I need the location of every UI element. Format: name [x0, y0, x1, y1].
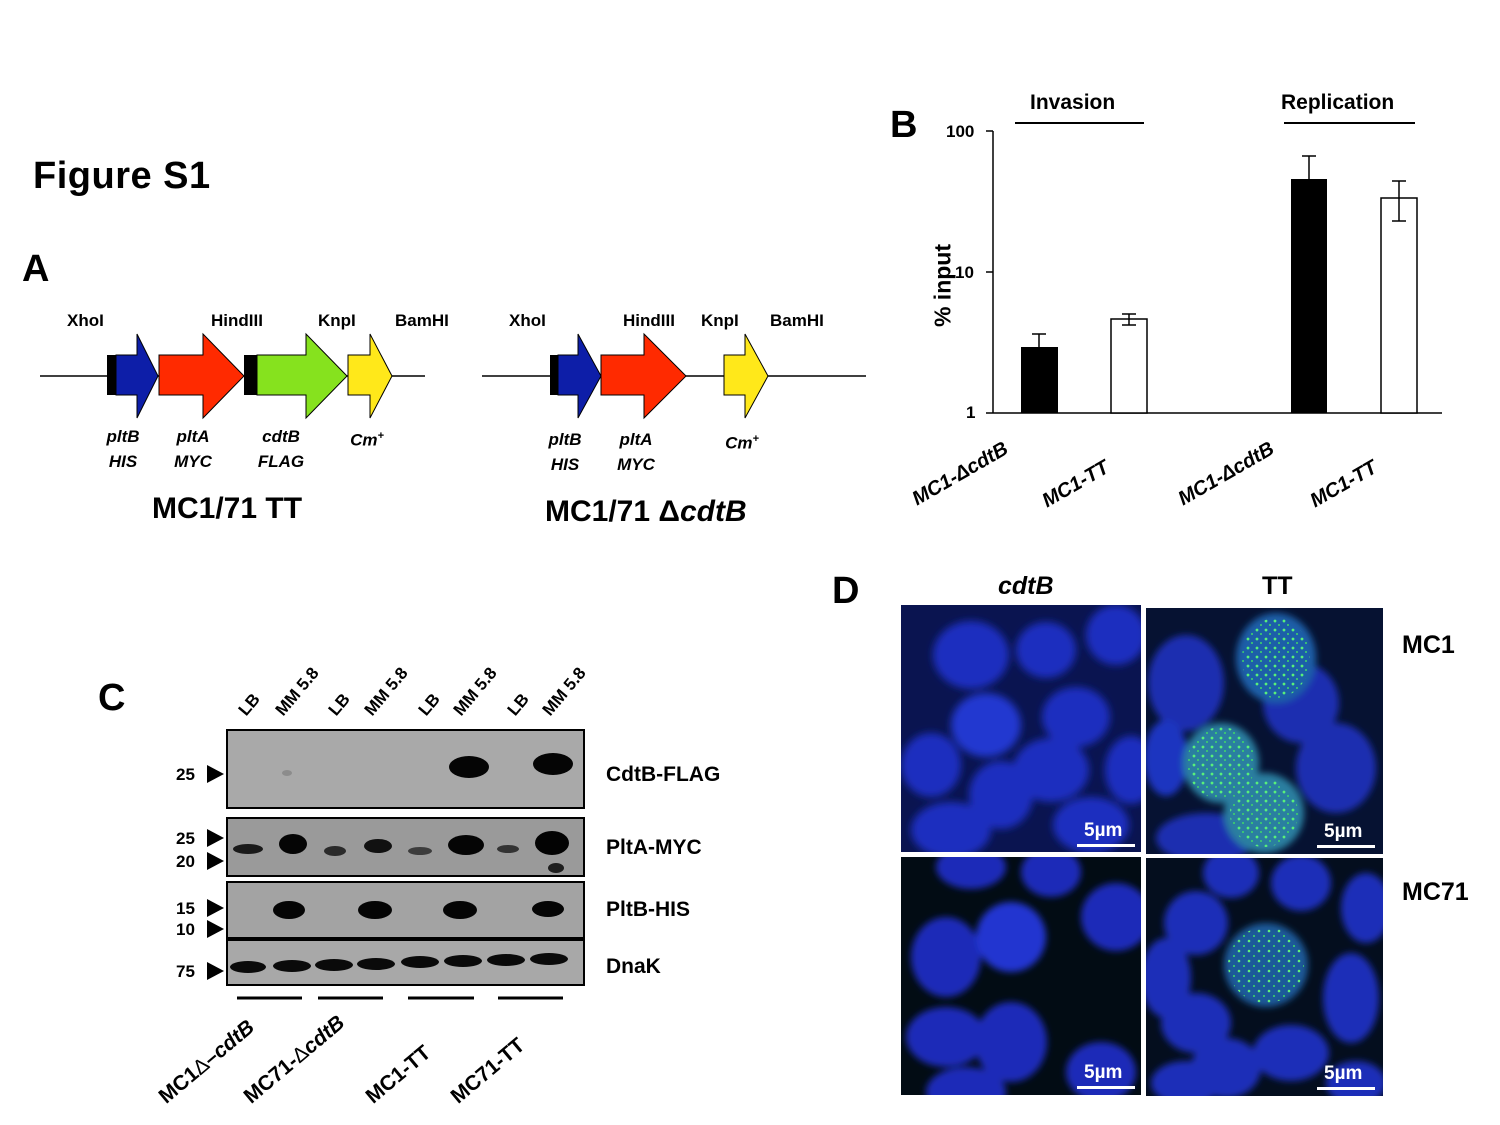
micrograph-mc1-tt: 5µm — [1146, 608, 1383, 854]
site-bamhi-2: BamHI — [770, 311, 824, 330]
micrograph-mc71-cdtb: 5µm — [901, 857, 1141, 1095]
blot-label-cdtb-flag: CdtB-FLAG — [606, 763, 721, 786]
mw-marker-20: 20 — [176, 852, 195, 871]
cdtB-arrow — [256, 332, 348, 420]
construct-name-dcdtb: MC1/71 ΔcdtB — [545, 495, 747, 528]
gene-label-cm-resistance: Cm+ — [350, 430, 384, 450]
panel-d-label: D — [832, 570, 860, 612]
y-axis-label: % input — [929, 243, 956, 328]
mw-marker-25: 25 — [176, 829, 195, 848]
mw-marker-25: 25 — [176, 765, 195, 784]
panel-b-label: B — [890, 104, 918, 146]
scale-bar — [1077, 844, 1135, 847]
scale-bar-label: 5µm — [1324, 821, 1363, 842]
mw-marker-10: 10 — [176, 920, 195, 939]
panel-c-label: C — [98, 677, 126, 719]
mw-marker-75: 75 — [176, 962, 195, 981]
scale-bar-label: 5µm — [1084, 1062, 1123, 1083]
pltB-arrow — [115, 333, 159, 419]
site-knpi-2: KnpI — [701, 311, 739, 330]
site-hindiii-2: HindIII — [623, 311, 675, 330]
column-label-cdtb: cdtB — [998, 572, 1054, 600]
bar-invasion-mc1-tt — [1110, 318, 1148, 414]
bar-invasion-mc1-dcdtb — [1021, 347, 1058, 413]
ytick-1: 1 — [966, 403, 976, 422]
gene-label-pltb-his: pltB HIS — [106, 427, 140, 471]
ytick-100: 100 — [946, 122, 975, 141]
bar-replication-mc1-dcdtb — [1291, 179, 1327, 413]
scale-bar — [1077, 1086, 1135, 1089]
gene-label-cm-resistance-2: Cm+ — [725, 433, 759, 453]
scale-bar — [1317, 1087, 1375, 1090]
micrograph-mc71-tt: 5µm — [1146, 858, 1383, 1096]
panel-a-label: A — [22, 248, 50, 290]
blot-label-dnak: DnaK — [606, 955, 661, 978]
gene-label-plta-myc-2: pltA MYC — [617, 430, 655, 474]
scale-bar — [1317, 845, 1375, 848]
mw-marker-15: 15 — [176, 899, 195, 918]
blot-label-plta-myc: PltA-MYC — [606, 836, 702, 859]
scale-bar-label: 5µm — [1324, 1063, 1363, 1084]
scale-bar-label: 5µm — [1084, 820, 1123, 841]
site-knpi: KnpI — [318, 311, 356, 330]
group-label-replication: Replication — [1281, 91, 1395, 114]
gene-label-pltb-his-2: pltB HIS — [548, 430, 582, 474]
construct-name-tt: MC1/71 TT — [152, 492, 303, 525]
gene-label-cdtb-flag: cdtB FLAG — [257, 427, 305, 471]
row-label-mc71: MC71 — [1402, 878, 1469, 906]
site-bamhi: BamHI — [395, 311, 449, 330]
gene-label-plta-myc: pltA MYC — [174, 427, 212, 471]
row-label-mc1: MC1 — [1402, 631, 1455, 659]
bar-replication-mc1-tt — [1380, 197, 1418, 414]
site-hindiii: HindIII — [211, 311, 263, 330]
column-label-tt: TT — [1262, 572, 1293, 600]
ytick-10: 10 — [955, 263, 974, 282]
micrograph-mc1-cdtb: 5µm — [901, 605, 1141, 852]
cm-arrow — [347, 333, 393, 419]
group-label-invasion: Invasion — [1030, 91, 1116, 114]
site-xhoi: XhoI — [67, 311, 104, 330]
blot-label-pltb-his: PltB-HIS — [606, 898, 690, 921]
pltA-arrow — [158, 332, 245, 420]
site-xhoi-2: XhoI — [509, 311, 546, 330]
figure-title: Figure S1 — [33, 155, 211, 197]
